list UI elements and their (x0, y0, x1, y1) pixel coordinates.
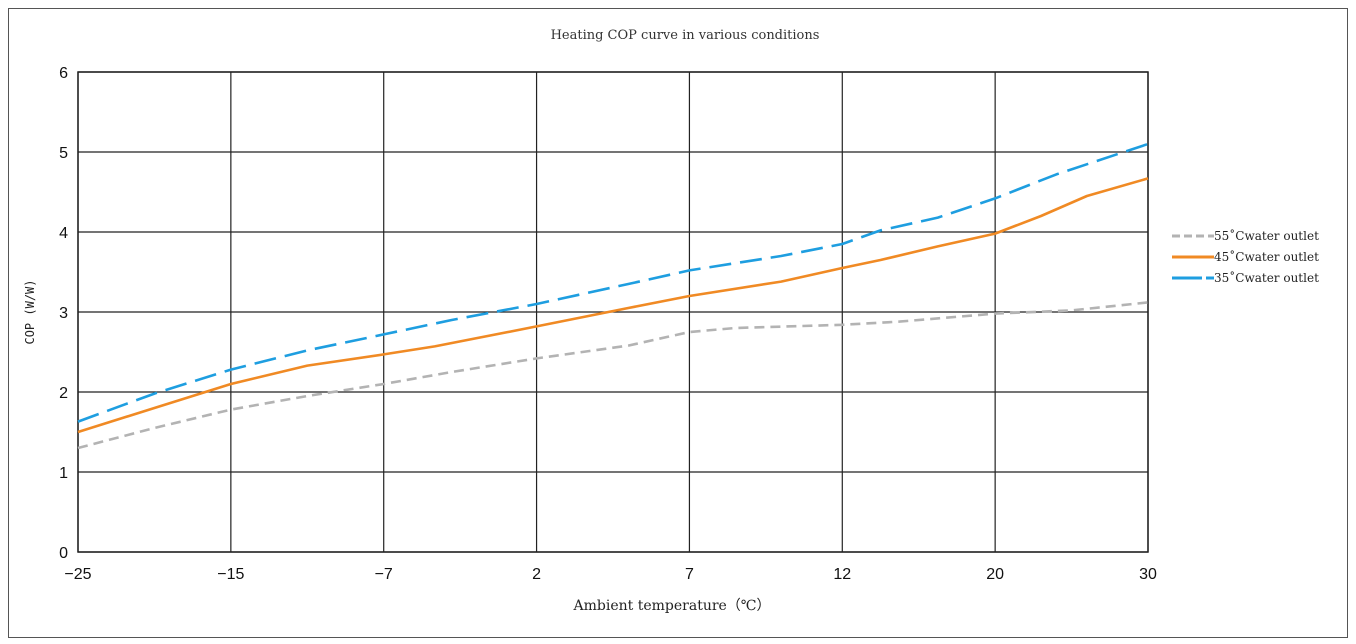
y-tick-label: 4 (59, 225, 68, 242)
legend-label-0: 55˚Cwater outlet (1214, 228, 1319, 243)
y-tick-label: 5 (59, 145, 68, 162)
series-lines (77, 142, 1149, 450)
x-tick-label: 7 (685, 566, 694, 583)
series-line-2 (77, 142, 1149, 423)
plot-border (77, 71, 1149, 553)
legend-label-1: 45˚Cwater outlet (1214, 249, 1319, 264)
y-axis-ticks: 0 1 2 3 4 5 6 (59, 65, 68, 562)
y-tick-label: 6 (59, 65, 68, 82)
x-tick-label: −15 (217, 566, 244, 583)
y-tick-label: 2 (59, 385, 68, 402)
series-line-1 (77, 177, 1149, 434)
x-tick-label: 2 (532, 566, 541, 583)
x-tick-label: −25 (64, 566, 91, 583)
x-tick-label: 12 (833, 566, 851, 583)
chart-title: Heating COP curve in various conditions (551, 28, 820, 43)
x-tick-label: 30 (1139, 566, 1157, 583)
y-axis-label: COP (W/W) (23, 279, 37, 344)
y-tick-label: 1 (59, 465, 68, 482)
legend-label-2: 35˚Cwater outlet (1214, 270, 1319, 285)
y-tick-label: 0 (59, 545, 68, 562)
x-tick-label: 20 (986, 566, 1004, 583)
y-tick-label: 3 (59, 305, 68, 322)
x-axis-ticks: −25 −15 −7 2 7 12 20 30 (64, 566, 1157, 583)
x-tick-label: −7 (375, 566, 393, 583)
x-axis-label: Ambient temperature（℃） (573, 598, 771, 614)
legend: 55˚Cwater outlet 45˚Cwater outlet 35˚Cwate… (1172, 228, 1319, 285)
series-line-0 (77, 301, 1149, 450)
